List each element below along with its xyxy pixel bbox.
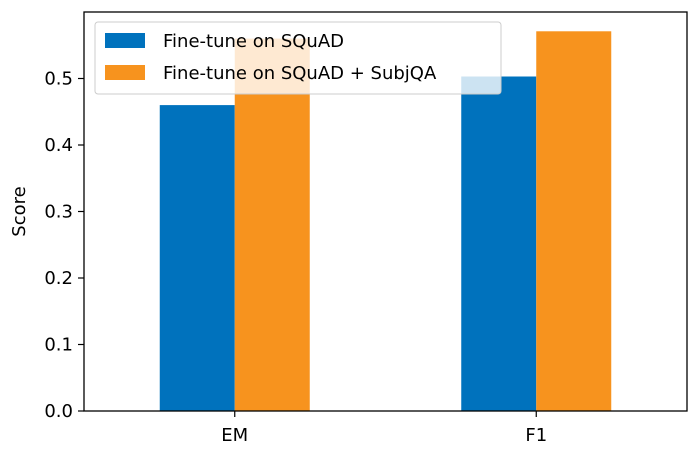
- y-tick-label: 0.2: [44, 268, 73, 289]
- y-tick-label: 0.0: [44, 401, 73, 422]
- bar-f1-series-2: [536, 31, 612, 411]
- legend-label-series-1: Fine-tune on SQuAD: [163, 31, 344, 52]
- bars-group: [159, 31, 612, 411]
- x-tick-label: F1: [525, 425, 547, 446]
- y-tick-label: 0.3: [44, 202, 73, 223]
- y-axis-ticks: 0.0 0.1 0.2 0.3 0.4 0.5: [44, 69, 84, 422]
- bar-f1-series-1: [461, 76, 537, 411]
- bar-em-series-1: [159, 105, 235, 411]
- legend-swatch-series-1: [105, 33, 145, 48]
- legend-box: [94, 21, 502, 95]
- y-tick-label: 0.1: [44, 335, 73, 356]
- x-axis-ticks: EM F1: [221, 411, 547, 446]
- y-tick-label: 0.4: [44, 135, 73, 156]
- x-tick-label: EM: [221, 425, 248, 446]
- y-tick-label: 0.5: [44, 69, 73, 90]
- legend-label-series-2: Fine-tune on SQuAD + SubjQA: [163, 63, 437, 84]
- legend: Fine-tune on SQuAD Fine-tune on SQuAD + …: [94, 21, 502, 95]
- legend-swatch-series-2: [105, 65, 145, 80]
- y-axis-label: Score: [9, 186, 30, 236]
- bar-em-series-2: [234, 38, 310, 411]
